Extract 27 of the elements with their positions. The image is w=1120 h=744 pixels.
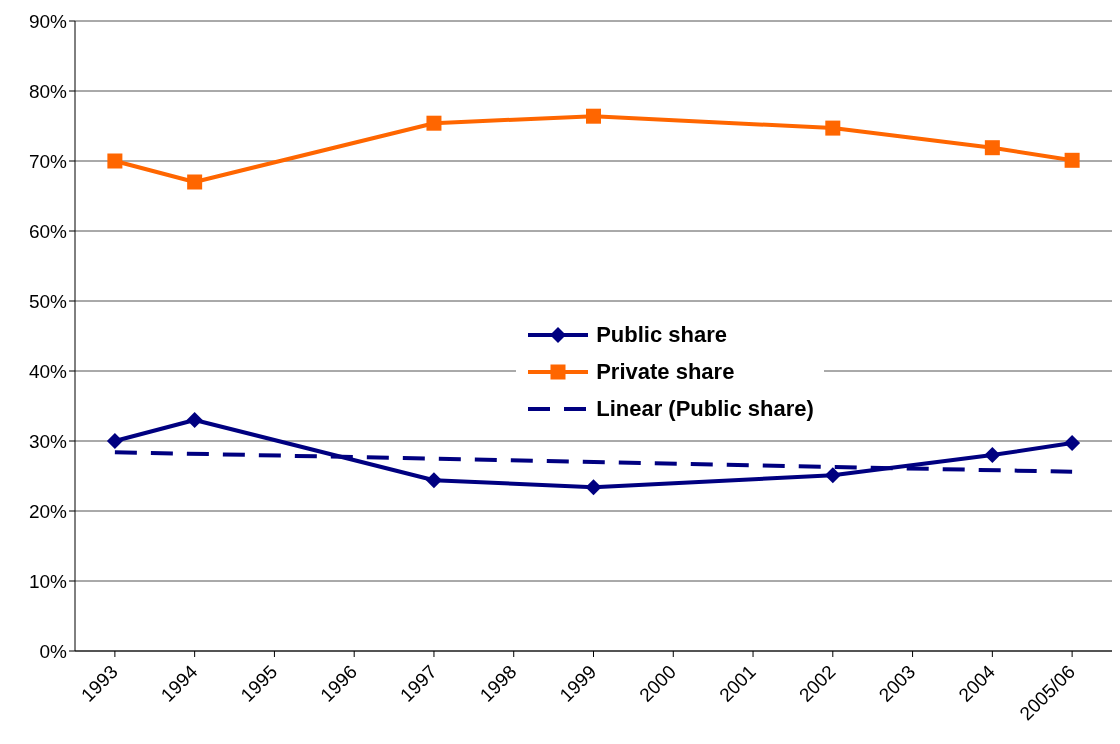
y-tick-label: 90% (28, 10, 68, 32)
y-tick-label: 50% (28, 290, 68, 312)
point (585, 479, 602, 496)
point (187, 174, 203, 190)
legend-label: Public share (596, 322, 728, 348)
y-tick-label: 0% (39, 640, 68, 662)
y-tick-label: 30% (28, 430, 68, 452)
y-tick-label: 40% (28, 360, 68, 382)
point (586, 108, 601, 124)
point (1064, 152, 1080, 168)
point (426, 115, 442, 131)
y-tick-label: 20% (28, 500, 68, 522)
y-tick-label: 80% (28, 80, 68, 102)
y-tick-label: 10% (28, 570, 68, 592)
point (106, 433, 123, 449)
y-tick-label: 70% (28, 150, 68, 172)
point (984, 140, 1000, 156)
point (825, 120, 841, 136)
legend-label: Private share (596, 359, 735, 385)
point (1064, 435, 1081, 452)
point (186, 412, 203, 428)
legend-label: Linear (Public share) (596, 396, 814, 422)
point (425, 472, 442, 489)
point (107, 153, 123, 169)
point (824, 467, 841, 484)
y-tick-label: 60% (28, 220, 68, 242)
point (984, 447, 1001, 463)
